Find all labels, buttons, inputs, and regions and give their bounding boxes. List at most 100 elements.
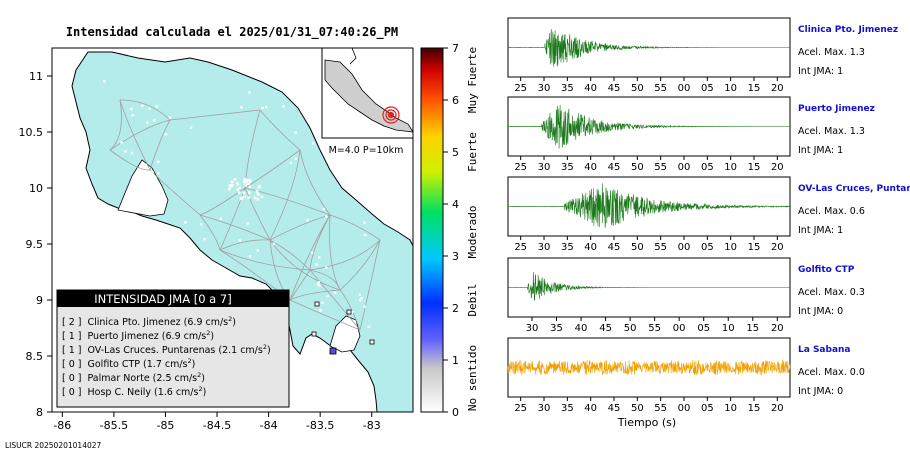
waveform-tick-label: 15 xyxy=(748,83,761,94)
waveform-tick-label: 15 xyxy=(746,323,759,334)
int-value: 1 xyxy=(837,145,843,156)
waveform-tick-label: 20 xyxy=(771,83,784,94)
town-markers xyxy=(103,80,400,329)
waveform-trace xyxy=(507,358,791,376)
colorbar-tick-label: 0 xyxy=(452,406,459,419)
waveform-tick-label: 00 xyxy=(678,403,691,414)
legend-item-unit-exp: 2 xyxy=(228,315,232,323)
station-accel: Acel. Max. 0.0 xyxy=(798,367,865,378)
waveform-tick-label: 45 xyxy=(608,162,621,173)
station-markers xyxy=(311,301,375,355)
station-name: Puerto Jimenez xyxy=(798,104,875,114)
map-x-tick-label: -85.5 xyxy=(100,419,128,432)
map-y-tick-label: 11 xyxy=(29,70,43,83)
colorbar-tick-label: 3 xyxy=(452,250,459,263)
waveform-tick-label: 55 xyxy=(648,323,661,334)
map-x-tick-label: -85 xyxy=(156,419,174,432)
accel-value: 0.3 xyxy=(850,287,865,298)
station-intensity: Int JMA: 0 xyxy=(798,306,843,317)
station-name: Golfito CTP xyxy=(798,265,855,275)
waveform-tick-label: 30 xyxy=(538,83,551,94)
waveform-trace xyxy=(507,271,790,301)
legend-item-name: Golfito CTP xyxy=(88,359,141,370)
legend-item-unit-exp: 2 xyxy=(206,329,210,337)
int-value: 0 xyxy=(837,306,843,317)
waveform-tick-label: 10 xyxy=(724,242,737,253)
waveform-tick-label: 50 xyxy=(631,162,644,173)
waveform-tick-label: 25 xyxy=(514,162,527,173)
waveform-tick-label: 10 xyxy=(724,403,737,414)
legend-item: [ 0 ] Golfito CTP (1.7 cm/s2) xyxy=(62,357,195,370)
waveform-tick-label: 35 xyxy=(561,83,574,94)
legend-item-accel: 6.9 xyxy=(187,317,202,328)
waveform-tick-label: 45 xyxy=(608,403,621,414)
legend-item-accel: 1.7 xyxy=(147,359,162,370)
waveform-tick-label: 00 xyxy=(678,242,691,253)
waveform-tick-label: 55 xyxy=(654,403,667,414)
map-x-tick-label: -84.5 xyxy=(203,419,231,432)
legend-item-unit-exp: 2 xyxy=(188,357,192,365)
waveform-tick-label: 10 xyxy=(722,323,735,334)
waveform-trace xyxy=(507,104,790,149)
waveform-tick-label: 25 xyxy=(514,242,527,253)
int-prefix: Int JMA: xyxy=(798,386,834,397)
waveform-tick-label: 05 xyxy=(701,162,714,173)
waveform-tick-label: 45 xyxy=(608,83,621,94)
waveform-tick-label: 35 xyxy=(561,242,574,253)
legend-item-level: [ 0 ] xyxy=(62,373,82,384)
map-y-axis: 11 10.5 10 9.5 9 8.5 8 xyxy=(19,70,52,419)
map-y-tick-label: 10.5 xyxy=(19,126,44,139)
int-prefix: Int JMA: xyxy=(798,66,834,77)
int-prefix: Int JMA: xyxy=(798,145,834,156)
waveform-tick-label: 20 xyxy=(771,403,784,414)
legend-item-unit: cm/s xyxy=(175,373,198,384)
colorbar-category-label: Muy Fuerte xyxy=(466,47,479,113)
legend-item-unit: cm/s xyxy=(165,359,188,370)
int-prefix: Int JMA: xyxy=(798,225,834,236)
waveform-panel: 30 35 40 45 50 55 00 05 10 15 20 Golfito CTP Acel. M… xyxy=(507,257,865,334)
colorbar-tick-label: 1 xyxy=(452,354,459,367)
legend-item: [ 1 ] OV-Las Cruces. Puntarenas (2.1 cm/s2) xyxy=(62,343,271,356)
waveform-tick-label: 35 xyxy=(550,323,563,334)
waveform-tick-label: 40 xyxy=(575,323,588,334)
waveform-tick-label: 15 xyxy=(748,403,761,414)
waveform-tick-label: 55 xyxy=(654,83,667,94)
waveform-tick-label: 05 xyxy=(701,403,714,414)
waveform-tick-label: 10 xyxy=(724,83,737,94)
colorbar-tick-label: 7 xyxy=(452,42,459,55)
map-x-tick-label: -84 xyxy=(260,419,278,432)
legend-item: [ 0 ] Hosp C. Neily (1.6 cm/s2) xyxy=(62,385,206,398)
waveform-trace xyxy=(507,183,791,228)
accel-value: 0.6 xyxy=(850,206,865,217)
epicenter-icon xyxy=(382,106,400,124)
station-intensity: Int JMA: 1 xyxy=(798,225,843,236)
waveform-tick-label: 35 xyxy=(561,403,574,414)
int-prefix: Int JMA: xyxy=(798,306,834,317)
accel-prefix: Acel. Max. xyxy=(798,126,847,137)
waveform-tick-label: 35 xyxy=(561,162,574,173)
map-y-tick-label: 8.5 xyxy=(26,350,44,363)
waveform-tick-label: 25 xyxy=(514,403,527,414)
waveform-tick-label: 05 xyxy=(701,83,714,94)
legend-title: INTENSIDAD JMA [0 a 7] xyxy=(94,292,231,306)
accel-value: 1.3 xyxy=(850,47,865,58)
map-x-tick-label: -83 xyxy=(363,419,381,432)
legend-item-level: [ 2 ] xyxy=(62,317,82,328)
map-title: Intensidad calculada el 2025/01/31_07:40… xyxy=(66,25,398,40)
waveform-tick-label: 10 xyxy=(724,162,737,173)
colorbar-category-label: Debil xyxy=(466,283,479,316)
map-x-tick-label: -86 xyxy=(53,419,71,432)
legend-item-accel: 1.6 xyxy=(158,387,173,398)
station-intensity: Int JMA: 0 xyxy=(798,386,843,397)
legend-item-name: Puerto Jimenez xyxy=(88,331,159,342)
int-value: 0 xyxy=(837,386,843,397)
accel-prefix: Acel. Max. xyxy=(798,47,847,58)
waveform-tick-label: 50 xyxy=(631,83,644,94)
colorbar-gradient xyxy=(420,47,444,413)
waveform-tick-label: 50 xyxy=(624,323,637,334)
accel-prefix: Acel. Max. xyxy=(798,367,847,378)
station-name: OV-Las Cruces, Puntar xyxy=(798,184,910,194)
waveform-tick-label: 45 xyxy=(608,242,621,253)
station-intensity: Int JMA: 1 xyxy=(798,66,843,77)
legend-item-unit: cm/s xyxy=(206,317,229,328)
